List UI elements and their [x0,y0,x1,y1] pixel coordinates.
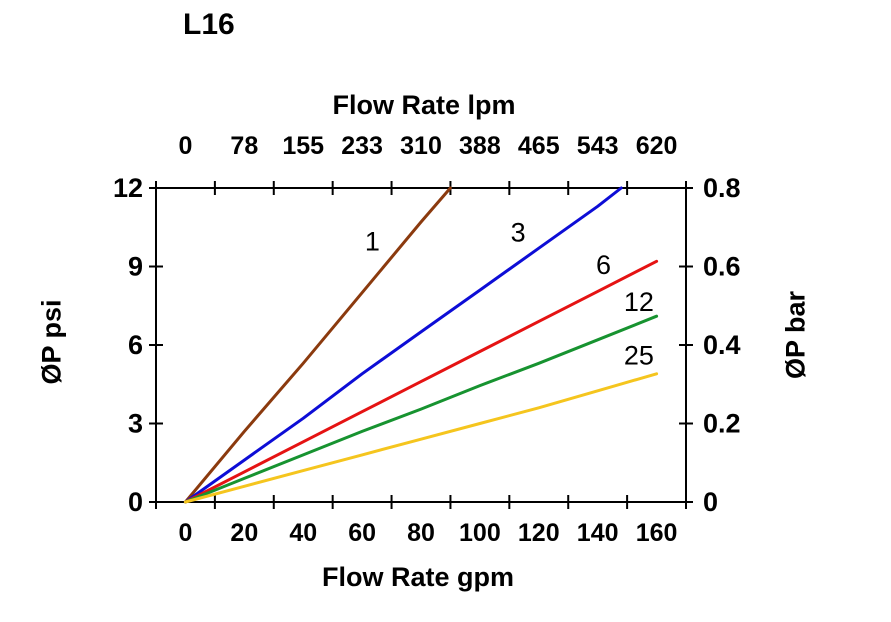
x-top-tick-label: 233 [341,132,383,160]
x-bottom-tick-label: 160 [636,519,678,547]
x-bottom-tick-label: 0 [178,519,192,547]
series-label-25: 25 [624,340,654,370]
y-left-tick-label: 0 [128,487,143,517]
x-bottom-tick-label: 140 [577,519,619,547]
y-left-tick-label: 9 [128,252,143,282]
top-axis-title: Flow Rate lpm [332,90,516,120]
bottom-axis-title: Flow Rate gpm [321,562,515,592]
x-top-tick-label: 543 [577,132,619,160]
y-left-tick-label: 6 [128,330,143,360]
x-top-tick-label: 465 [518,132,560,160]
y-right-tick-label: 0 [703,487,718,517]
y-right-tick-label: 0.4 [703,330,741,360]
series-label-12: 12 [624,287,654,317]
series-label-3: 3 [511,217,526,247]
x-bottom-tick-label: 120 [518,519,560,547]
series-line-3 [183,186,623,504]
series-line-12 [183,314,659,504]
x-bottom-tick-label: 40 [289,519,317,547]
y-left-tick-label: 3 [128,409,143,439]
chart-title: L16 [183,8,235,41]
x-top-tick-label: 155 [282,132,324,160]
y-right-tick-label: 0.8 [703,173,741,203]
x-top-tick-label: 0 [178,132,192,160]
x-top-tick-label: 310 [400,132,442,160]
x-bottom-tick-label: 20 [230,519,258,547]
x-top-tick-label: 388 [459,132,501,160]
y-right-tick-label: 0.2 [703,409,741,439]
series-label-6: 6 [596,250,611,280]
series-line-1 [183,186,452,504]
y-left-tick-label: 12 [113,173,143,203]
x-top-tick-label: 620 [636,132,678,160]
x-top-tick-label: 78 [230,132,258,160]
x-bottom-tick-label: 100 [459,519,501,547]
x-bottom-tick-label: 80 [407,519,435,547]
series-line-6 [183,259,659,504]
y-right-tick-label: 0.6 [703,252,741,282]
plot-frame [155,187,687,503]
series-line-25 [183,372,659,504]
series-label-1: 1 [365,227,380,257]
x-bottom-tick-label: 60 [348,519,376,547]
